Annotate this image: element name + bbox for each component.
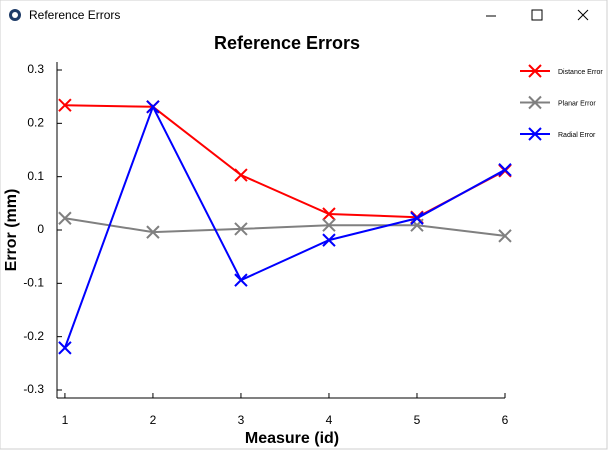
series-line <box>63 104 506 349</box>
point-marker <box>322 233 336 247</box>
y-tick-label: -0.2 <box>23 329 44 343</box>
chart-title: Reference Errors <box>214 33 360 53</box>
series-line <box>64 217 506 237</box>
legend-label: Distance Error <box>558 69 603 76</box>
legend-label: Radial Error <box>558 132 596 139</box>
point-marker <box>410 211 424 225</box>
point-marker <box>498 163 512 177</box>
app-icon-center <box>12 12 18 18</box>
window-title: Reference Errors <box>29 8 120 22</box>
y-tick-label: 0.2 <box>27 116 44 130</box>
point-marker <box>322 207 336 221</box>
legend-label: Planar Error <box>558 100 596 107</box>
x-tick-label: 4 <box>326 413 333 427</box>
point-marker <box>498 229 512 243</box>
close-button[interactable] <box>577 9 589 21</box>
point-marker <box>146 225 160 239</box>
y-tick-label: 0.1 <box>27 169 44 183</box>
y-tick-label: 0 <box>37 222 44 236</box>
x-axis-label: Measure (id) <box>245 430 339 447</box>
point-marker <box>234 168 248 182</box>
point-marker <box>58 341 72 355</box>
y-tick-label: -0.1 <box>23 276 44 290</box>
x-tick-label: 5 <box>414 413 421 427</box>
point-marker <box>322 218 336 232</box>
point-marker <box>234 273 248 287</box>
point-marker <box>58 211 72 225</box>
point-marker <box>234 222 248 236</box>
legend-marker <box>528 64 542 78</box>
legend-marker <box>528 127 542 141</box>
y-tick-label: 0.3 <box>27 62 44 76</box>
x-tick-label: 3 <box>238 413 245 427</box>
y-tick-label: -0.3 <box>23 382 44 396</box>
x-tick-label: 6 <box>502 413 509 427</box>
x-tick-label: 1 <box>62 413 69 427</box>
point-marker <box>146 100 160 114</box>
x-tick-label: 2 <box>150 413 157 427</box>
point-marker <box>58 98 72 112</box>
legend-marker <box>528 95 542 110</box>
maximize-button[interactable] <box>531 9 543 21</box>
y-axis-label: Error (mm) <box>3 189 20 272</box>
